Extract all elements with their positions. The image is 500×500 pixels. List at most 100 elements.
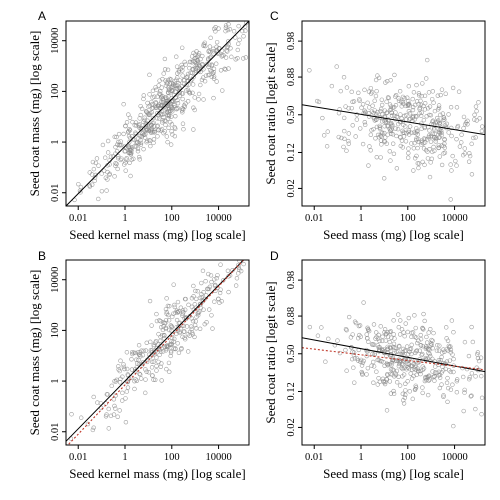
data-point bbox=[362, 122, 368, 128]
data-point bbox=[174, 64, 180, 69]
data-point bbox=[112, 174, 117, 179]
data-point bbox=[413, 325, 418, 331]
data-point bbox=[344, 368, 349, 373]
data-point bbox=[223, 23, 229, 28]
data-point bbox=[169, 81, 174, 86]
data-point bbox=[389, 131, 394, 136]
data-point bbox=[125, 385, 131, 390]
data-point bbox=[374, 88, 379, 94]
data-point bbox=[209, 313, 214, 318]
data-point bbox=[167, 81, 173, 86]
data-point bbox=[159, 126, 165, 132]
data-point bbox=[176, 350, 182, 356]
data-point bbox=[430, 89, 436, 94]
data-point bbox=[422, 318, 427, 324]
data-point bbox=[398, 318, 403, 323]
y-tick-label: 0.12 bbox=[286, 382, 297, 400]
data-point bbox=[226, 7, 230, 11]
fit-line-solid bbox=[302, 104, 485, 136]
plot-frame bbox=[65, 259, 250, 446]
data-point bbox=[391, 332, 396, 337]
data-point bbox=[346, 314, 352, 320]
data-point bbox=[400, 99, 406, 105]
data-point bbox=[348, 335, 354, 340]
data-point bbox=[413, 335, 419, 340]
data-point bbox=[412, 313, 417, 318]
data-point bbox=[343, 347, 348, 353]
data-point bbox=[418, 102, 424, 108]
data-point bbox=[445, 338, 451, 343]
data-point bbox=[410, 96, 415, 102]
data-point bbox=[400, 94, 406, 100]
data-point bbox=[102, 155, 108, 160]
data-point bbox=[445, 385, 451, 391]
data-point bbox=[236, 41, 241, 46]
data-point bbox=[397, 361, 402, 367]
data-point bbox=[399, 327, 405, 332]
data-point bbox=[373, 336, 378, 341]
data-point bbox=[391, 113, 397, 119]
data-point bbox=[474, 118, 479, 123]
data-point bbox=[172, 302, 177, 308]
data-point bbox=[158, 89, 163, 94]
data-point bbox=[136, 136, 141, 141]
data-point bbox=[154, 311, 159, 317]
data-point bbox=[174, 107, 179, 112]
data-point bbox=[96, 196, 101, 202]
data-point bbox=[352, 356, 358, 361]
data-point bbox=[446, 130, 451, 135]
data-point bbox=[141, 146, 146, 152]
data-point bbox=[121, 364, 127, 370]
data-point bbox=[180, 334, 185, 340]
data-point bbox=[122, 162, 127, 167]
data-point bbox=[113, 393, 118, 398]
data-point bbox=[383, 338, 388, 343]
data-point bbox=[378, 155, 383, 160]
data-point bbox=[346, 138, 351, 144]
data-point bbox=[377, 126, 383, 132]
data-point bbox=[344, 327, 349, 333]
y-tick-label: 1 bbox=[50, 139, 61, 144]
data-point bbox=[382, 327, 388, 332]
data-point bbox=[395, 115, 400, 120]
data-point bbox=[118, 376, 123, 381]
fit-line-solid bbox=[66, 260, 245, 442]
data-point bbox=[378, 324, 383, 329]
data-point bbox=[359, 363, 365, 368]
data-point bbox=[393, 371, 398, 376]
data-point bbox=[473, 374, 478, 379]
data-point bbox=[394, 380, 400, 385]
x-axis-title: Seed mass (mg) [log scale] bbox=[323, 466, 464, 481]
data-point bbox=[413, 383, 418, 388]
data-point bbox=[411, 90, 417, 95]
data-point bbox=[376, 75, 382, 81]
data-point bbox=[411, 130, 417, 135]
data-point bbox=[231, 29, 237, 34]
data-point bbox=[171, 346, 176, 351]
data-point bbox=[346, 141, 351, 146]
data-point bbox=[219, 299, 224, 304]
data-point bbox=[371, 380, 376, 385]
data-point bbox=[162, 333, 167, 338]
data-point bbox=[339, 135, 344, 141]
data-point bbox=[145, 100, 150, 106]
data-point bbox=[394, 358, 399, 363]
data-point bbox=[414, 136, 419, 141]
data-point bbox=[451, 369, 456, 375]
data-point bbox=[226, 22, 231, 27]
x-tick-label: 100 bbox=[400, 452, 416, 463]
data-point bbox=[177, 85, 182, 90]
data-point bbox=[365, 348, 371, 354]
data-point bbox=[122, 366, 127, 372]
data-point bbox=[132, 378, 137, 384]
data-point bbox=[368, 148, 373, 153]
data-point bbox=[475, 350, 481, 355]
data-point bbox=[230, 16, 234, 20]
data-point bbox=[158, 364, 163, 369]
data-point bbox=[203, 73, 209, 78]
data-point bbox=[117, 380, 123, 385]
data-point bbox=[396, 357, 402, 362]
data-point bbox=[401, 101, 406, 107]
data-point bbox=[425, 156, 431, 161]
data-point bbox=[418, 368, 423, 374]
